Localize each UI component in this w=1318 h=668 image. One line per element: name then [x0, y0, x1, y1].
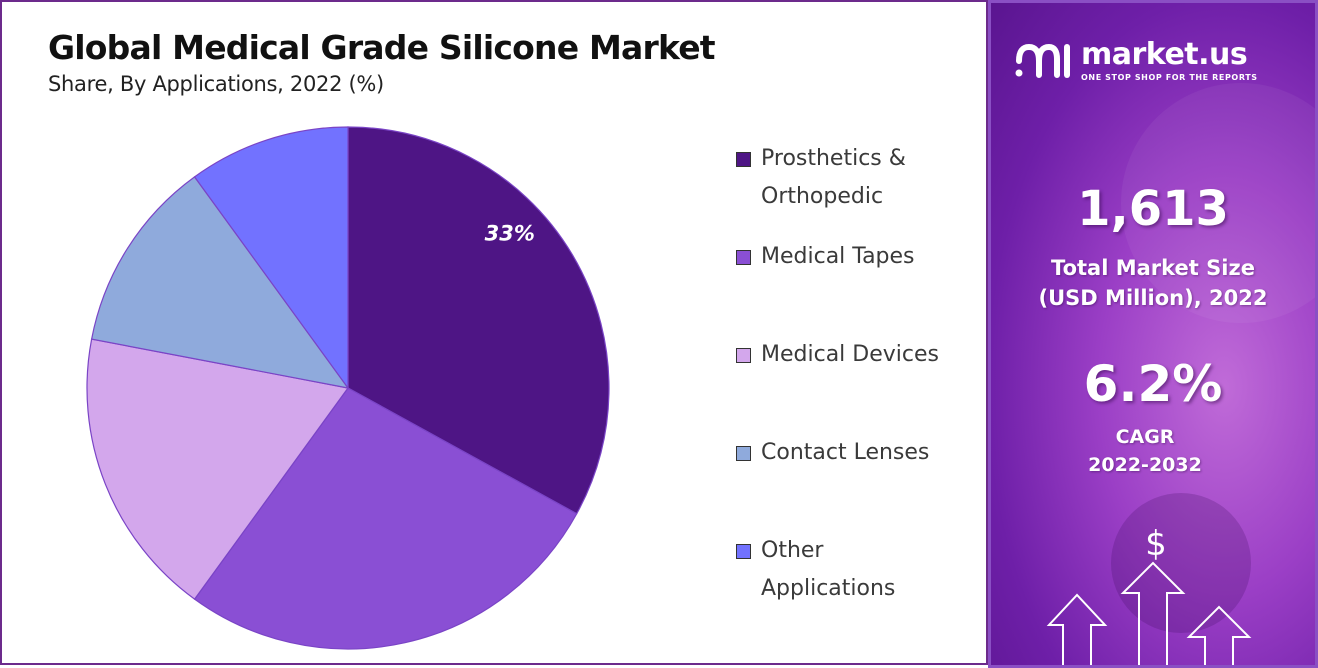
pie-slice-other-applications: [193, 126, 349, 390]
legend-swatch: [736, 348, 751, 363]
legend-label: Medical Devices: [761, 342, 939, 367]
legend-swatch: [736, 250, 751, 265]
legend-label-line: Applications: [761, 576, 896, 601]
pie-data-labels: 33%: [485, 221, 535, 245]
pie-slice-medical-devices: [86, 338, 350, 600]
arrow-up-icon: [1186, 605, 1252, 665]
arrow-up-icon: [1120, 561, 1186, 665]
legend-swatch: [736, 544, 751, 559]
brand-name: market.us: [1081, 37, 1248, 72]
cagr-period: 2022-2032: [1088, 454, 1202, 476]
pie-data-label: 33%: [485, 221, 535, 245]
legend-item-other-applications: Other Applications: [736, 532, 971, 608]
pie-chart: 33%: [86, 126, 610, 650]
legend-swatch: [736, 446, 751, 461]
legend-label: Medical Tapes: [761, 244, 915, 269]
legend-item-contact-lenses: Contact Lenses: [736, 434, 971, 472]
info-panel: $ market.us ONE: [988, 0, 1318, 668]
market-us-logo-icon: [1015, 43, 1070, 78]
arrow-up-icon: [1046, 593, 1108, 665]
legend-item-medical-devices: Medical Devices: [736, 336, 971, 374]
legend-label-line: Other: [761, 538, 824, 563]
legend-label-line: Orthopedic: [761, 184, 884, 209]
decor-circle: [1111, 493, 1251, 633]
legend-label: Contact Lenses: [761, 440, 930, 465]
legend-label-line: Prosthetics &: [761, 146, 906, 171]
pie-slices: [86, 126, 610, 650]
pie-slice-prosthetics-orthopedic: [347, 126, 610, 515]
legend-swatch: [736, 152, 751, 167]
pie-slice-contact-lenses: [90, 176, 350, 389]
chart-title: Global Medical Grade Silicone Market: [48, 28, 716, 67]
chart-panel: Global Medical Grade Silicone Market Sha…: [0, 0, 988, 665]
market-size-unit: (USD Million), 2022: [1038, 286, 1268, 310]
chart-subtitle: Share, By Applications, 2022 (%): [48, 72, 384, 96]
legend-item-prosthetics: Prosthetics & Orthopedic: [736, 140, 971, 216]
market-size-value: 1,613: [1077, 181, 1229, 237]
cagr-label: CAGR: [1115, 426, 1175, 448]
brand-tagline: ONE STOP SHOP FOR THE REPORTS: [1081, 73, 1258, 82]
legend-label: Prosthetics & Orthopedic: [761, 140, 971, 216]
legend-item-medical-tapes: Medical Tapes: [736, 238, 971, 276]
brand-logo: market.us ONE STOP SHOP FOR THE REPORTS: [1013, 39, 1258, 83]
dollar-icon: $: [1145, 524, 1167, 564]
background-decor: $: [1046, 83, 1315, 665]
cagr-value: 6.2%: [1083, 355, 1223, 413]
growth-arrows-icon: [1046, 561, 1252, 665]
legend-label: Other Applications: [761, 532, 971, 608]
pie-slice-medical-tapes: [193, 387, 578, 650]
market-size-label: Total Market Size: [1051, 256, 1255, 280]
decor-circle: [1121, 83, 1315, 323]
